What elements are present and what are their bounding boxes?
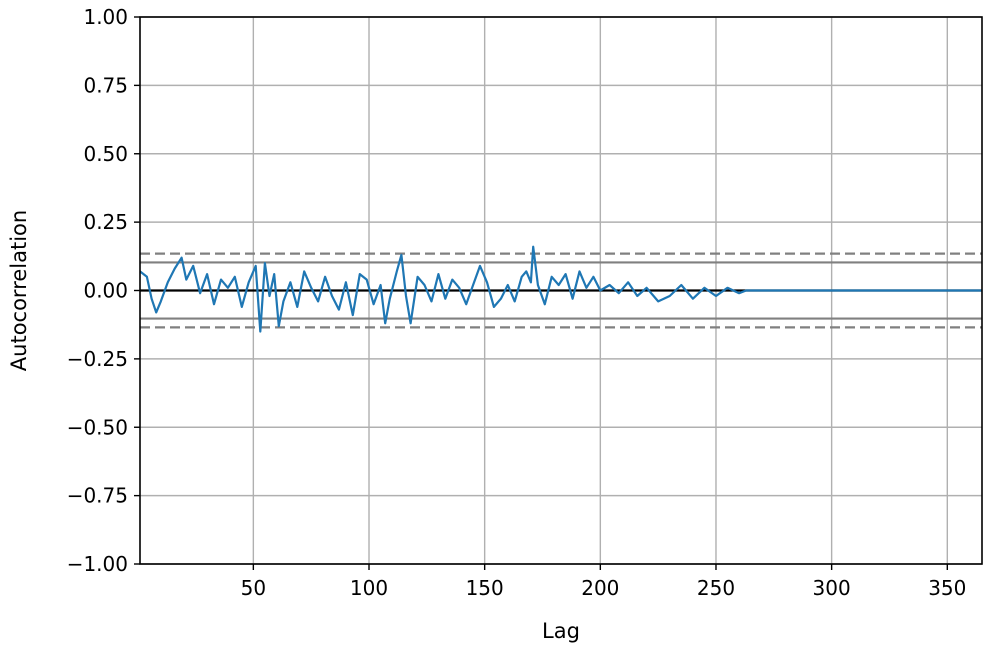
x-tick-label: 250 <box>697 576 735 600</box>
y-tick-label: −1.00 <box>67 552 128 576</box>
x-tick-label: 100 <box>350 576 388 600</box>
x-tick-label: 150 <box>466 576 504 600</box>
y-tick-label: 0.75 <box>83 73 128 97</box>
y-tick-label: 0.25 <box>83 210 128 234</box>
x-tick-label: 350 <box>928 576 966 600</box>
y-axis-label: Autocorrelation <box>7 210 31 371</box>
y-tick-label: −0.25 <box>67 347 128 371</box>
x-axis-label: Lag <box>542 619 580 643</box>
x-tick-label: 200 <box>581 576 619 600</box>
y-tick-label: −0.75 <box>67 484 128 508</box>
autocorrelation-series-line <box>139 245 982 333</box>
x-tick-label: 300 <box>813 576 851 600</box>
y-tick-label: 0.50 <box>83 142 128 166</box>
y-tick-label: 0.00 <box>83 279 128 303</box>
y-tick-label: 1.00 <box>83 5 128 29</box>
x-axis-ticks: 50 100 150 200 250 300 350 <box>241 564 966 600</box>
y-axis-ticks: 1.00 0.75 0.50 0.25 0.00 −0.25 −0.50 −0.75 −1.00 <box>67 5 140 576</box>
series-layer <box>139 245 982 333</box>
x-tick-label: 50 <box>241 576 266 600</box>
y-tick-label: −0.50 <box>67 415 128 439</box>
